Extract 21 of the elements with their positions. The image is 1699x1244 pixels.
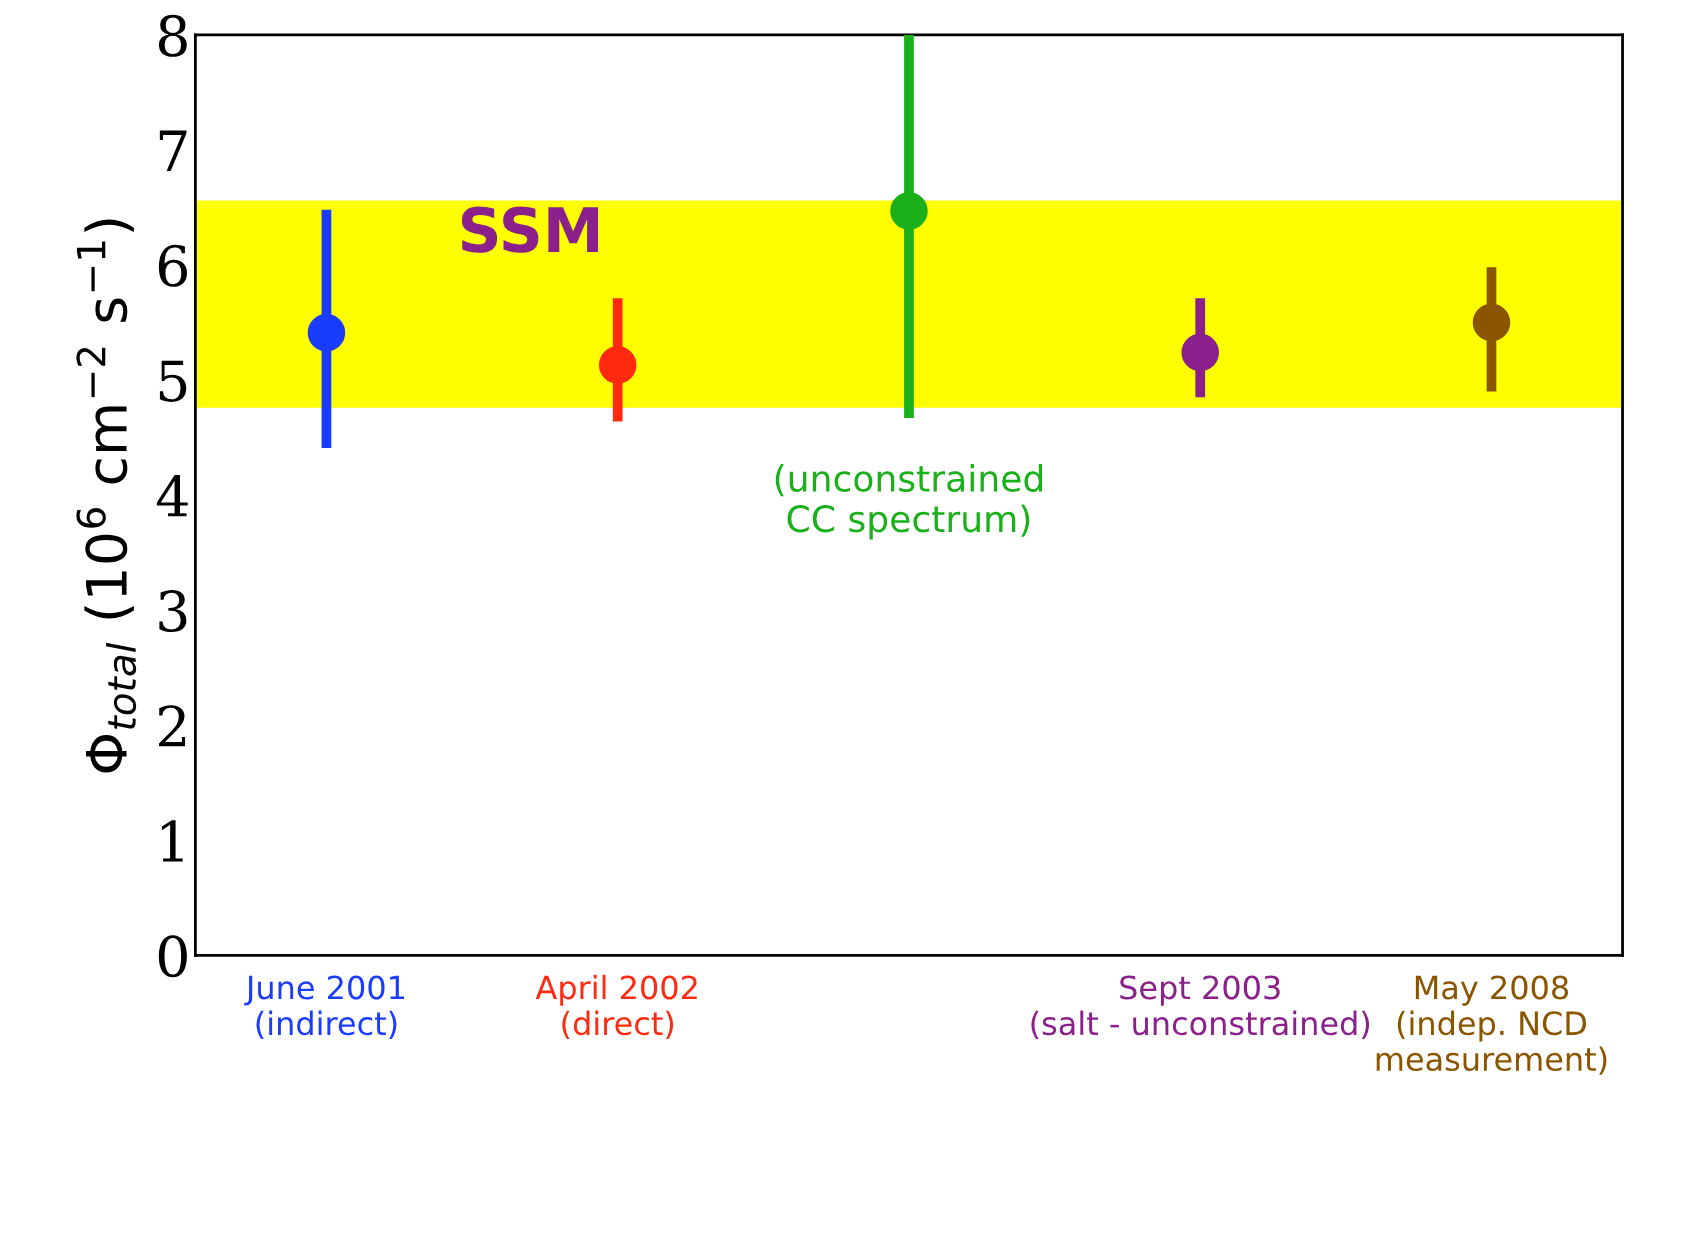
y-tick-label: 6 — [158, 244, 188, 287]
y-tick-label: 8 — [158, 14, 187, 57]
point — [598, 346, 637, 384]
y-tick-label: 4 — [156, 474, 188, 517]
x-tick-label: April 2002 (direct) — [535, 974, 697, 1040]
point — [890, 192, 928, 230]
x-tick-label: Sept 2003 (salt - unconstrained) — [1031, 975, 1370, 1040]
y-tick-label: 3 — [159, 590, 187, 633]
x-tick-label: June 2001 (indirect) — [244, 975, 405, 1040]
y-tick-label: 5 — [159, 360, 187, 402]
y-tick-label: 7 — [159, 130, 187, 172]
point — [1472, 303, 1511, 342]
point — [307, 314, 346, 352]
y-tick-label: 0 — [158, 935, 187, 978]
band-label: SSM — [461, 206, 598, 253]
point — [1181, 333, 1219, 372]
y-tick-label: 2 — [158, 705, 186, 747]
annotation: (unconstrained CC spectrum) — [775, 464, 1043, 540]
x-tick-label: May 2008 (indep. NCD measurement) — [1376, 975, 1607, 1075]
text: Φ$_{total}$ (10$^{6}$ cm$^{−2}$ s$^{−1}$) — [76, 219, 137, 773]
y-tick-label: 1 — [161, 820, 183, 862]
